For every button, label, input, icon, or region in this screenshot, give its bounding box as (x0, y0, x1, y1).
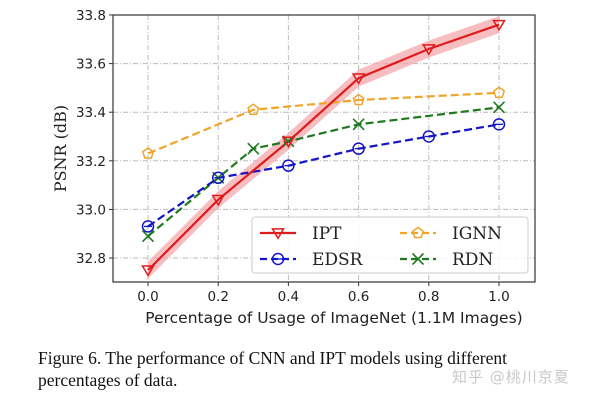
marker-stroke (352, 118, 365, 131)
x-tick-label: 0.8 (418, 289, 439, 305)
marker-ring (422, 130, 436, 143)
figure-caption: Figure 6. The performance of CNN and IPT… (38, 348, 507, 390)
data-point-ipt (421, 44, 436, 56)
data-point-rdn (352, 118, 365, 131)
data-point-ignn (492, 86, 506, 98)
chart: 0.0 0.2 0.4 0.6 0.8 1.0 32.8 33.0 33.2 33.4 33.6 33… (51, 8, 536, 327)
marker-ring (141, 220, 155, 233)
data-point-edsr (422, 130, 436, 143)
marker-ring (271, 252, 285, 266)
data-point-ignn (141, 147, 155, 159)
y-axis-label: PSNR (dB) (51, 105, 70, 192)
marker-stroke (141, 230, 155, 243)
x-tick-label: 0.2 (207, 289, 228, 305)
series-line-rdn (147, 106, 500, 237)
x-axis-label: Percentage of Usage of ImageNet (1.1M Im… (145, 309, 522, 327)
data-point-edsr (141, 220, 155, 233)
y-tick-label: 33.4 (76, 105, 106, 121)
legend-label-rdn: RDN (452, 250, 493, 270)
plot-frame (112, 14, 536, 283)
marker-ring (211, 171, 225, 185)
y-tick-label: 33.0 (76, 202, 106, 218)
y-tick-label: 32.8 (76, 251, 106, 267)
marker-stroke (247, 142, 260, 155)
marker-ring (352, 142, 365, 155)
axis-ticks: 0.0 0.2 0.4 0.6 0.8 1.0 32.8 33.0 33.2 33.4 33.6 33… (76, 8, 510, 305)
marker-stroke (492, 101, 506, 114)
data-point-edsr (352, 142, 365, 155)
legend-marker-ipt (271, 228, 285, 240)
series-markers (141, 19, 506, 277)
data-point-ignn (352, 93, 365, 106)
series-lines (147, 23, 500, 271)
data-point-edsr (211, 171, 225, 185)
watermark: 知乎 @桃川京夏 (452, 368, 570, 386)
data-point-edsr (492, 118, 506, 131)
confidence-band (148, 16, 499, 279)
legend-label-ignn: IGNN (452, 224, 502, 244)
legend-box (251, 216, 529, 274)
data-point-ipt (141, 265, 155, 277)
data-point-rdn (492, 101, 506, 114)
x-tick-label: 1.0 (488, 289, 509, 305)
legend-label-edsr: EDSR (312, 250, 364, 270)
x-tick-label: 0.0 (137, 289, 158, 305)
series-line-edsr (147, 123, 500, 228)
legend: IPT IGNN EDSR RDN (251, 216, 529, 274)
y-tick-label: 33.2 (76, 154, 106, 170)
series-line-ipt (147, 23, 500, 271)
y-tick-label: 33.6 (76, 57, 106, 73)
ipt-confidence-band (148, 16, 499, 279)
series-line-ignn (147, 91, 500, 155)
data-point-ipt (492, 19, 506, 32)
y-tick-label: 33.8 (76, 8, 106, 24)
legend-label-ipt: IPT (312, 224, 342, 244)
data-point-ipt (281, 136, 296, 149)
data-point-edsr (282, 159, 295, 172)
x-tick-label: 0.6 (348, 289, 369, 305)
data-point-rdn (141, 230, 155, 243)
legend-marker-rdn (411, 252, 425, 266)
legend-marker-ignn (411, 226, 425, 239)
legend-marker-edsr (271, 252, 285, 266)
marker-ring (492, 118, 506, 131)
data-point-ipt (351, 73, 366, 85)
x-tick-label: 0.4 (278, 289, 299, 305)
marker-ring (282, 159, 295, 172)
marker-stroke (411, 252, 425, 266)
data-point-ipt (211, 194, 226, 207)
data-point-rdn (247, 142, 260, 155)
data-point-ignn (247, 103, 260, 115)
